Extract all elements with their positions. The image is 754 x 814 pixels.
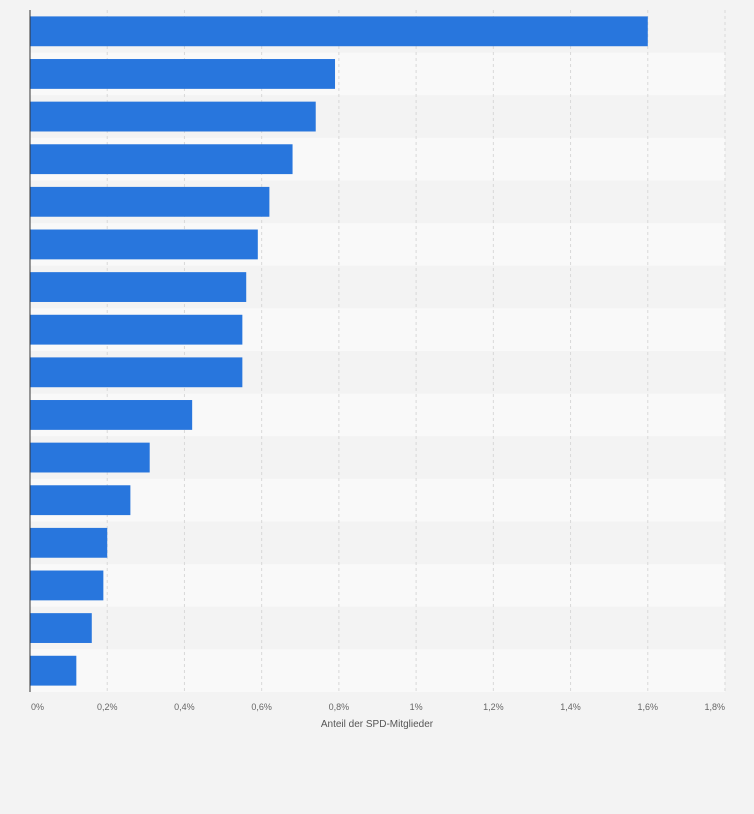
bar[interactable] [30,400,193,430]
x-axis-title: Anteil der SPD-Mitglieder [321,719,434,730]
x-tick-label: 0% [31,702,44,712]
row-band [30,564,725,607]
x-tick-label: 0,2% [97,702,118,712]
bar[interactable] [30,442,150,473]
x-tick-label: 1,4% [560,702,581,712]
x-tick-labels: 0% 0,2% 0,4% 0,6% 0,8% 1% 1,2% 1,4% 1,6% 1,8% [31,702,725,712]
bar[interactable] [30,357,243,388]
x-tick-label: 1% [410,702,423,712]
bar[interactable] [30,272,247,302]
bar[interactable] [30,655,77,686]
bar[interactable] [30,570,104,601]
bars [30,16,648,686]
bar[interactable] [30,59,336,89]
bar[interactable] [30,485,131,516]
row-band [30,521,725,565]
x-tick-label: 0,6% [251,702,272,712]
x-tick-label: 0,8% [329,702,350,712]
bar[interactable] [30,314,243,345]
bar[interactable] [30,16,648,47]
x-tick-label: 0,4% [174,702,195,712]
bar[interactable] [30,613,92,643]
x-tick-label: 1,2% [483,702,504,712]
row-band [30,606,725,650]
row-band [30,478,725,522]
bar[interactable] [30,101,316,132]
x-tick-label: 1,8% [704,702,725,712]
bar[interactable] [30,144,293,175]
bar[interactable] [30,186,270,217]
bar[interactable] [30,527,108,558]
row-band [30,649,725,692]
x-tick-label: 1,6% [638,702,659,712]
bar[interactable] [30,229,258,260]
